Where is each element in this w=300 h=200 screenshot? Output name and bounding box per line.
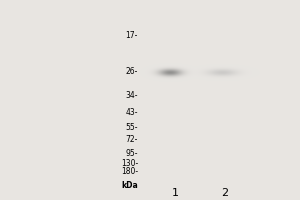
Text: 55-: 55- (125, 122, 138, 132)
Text: 130-: 130- (121, 160, 138, 168)
Text: kDa: kDa (121, 182, 138, 190)
Text: 43-: 43- (125, 108, 138, 117)
Text: 180-: 180- (121, 168, 138, 176)
Text: 2: 2 (221, 188, 229, 198)
Text: 34-: 34- (125, 90, 138, 99)
Text: 72-: 72- (126, 136, 138, 144)
Text: 26-: 26- (126, 68, 138, 76)
Text: 95-: 95- (125, 150, 138, 158)
Text: 1: 1 (172, 188, 178, 198)
Text: 17-: 17- (126, 30, 138, 40)
